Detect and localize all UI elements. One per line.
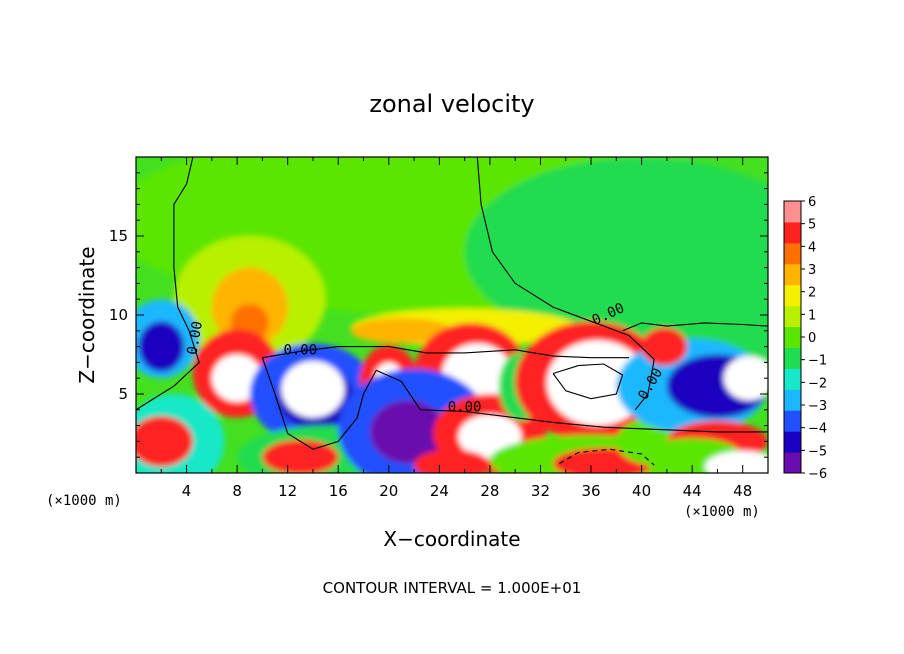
colorbar-tick-label: −3	[808, 399, 827, 414]
colorbar-segment	[784, 410, 801, 432]
y-axis: 5 10 15	[109, 172, 768, 458]
x-tick-label: 12	[278, 482, 297, 500]
colorbar-segment	[784, 201, 801, 223]
colorbar-tick-label: −2	[808, 376, 827, 391]
zero-contour-line	[476, 157, 655, 411]
field-region	[704, 450, 768, 473]
contour-label: 0.00	[448, 399, 482, 415]
x-tick-label: 36	[581, 482, 600, 500]
colorbar-tick-label: −4	[808, 422, 827, 437]
x-tick-label: 16	[329, 482, 348, 500]
colorbar-tick-label: −1	[808, 354, 827, 369]
field-region	[136, 416, 193, 467]
zero-contour-line	[136, 157, 200, 411]
colorbar-segment	[784, 389, 801, 411]
x-unit-label-right: (×1000 m)	[684, 504, 760, 520]
y-tick-label: 5	[118, 385, 128, 403]
x-axis: 4 8 12 16 20 24 28 32 36 40 44 48	[160, 157, 752, 500]
colorbar-segment	[784, 263, 801, 286]
x-tick-label: 44	[683, 482, 702, 500]
colorbar-tick-label: −6	[808, 467, 827, 482]
field-region	[723, 356, 768, 401]
field-region	[641, 327, 688, 366]
field-region	[211, 354, 263, 402]
colorbar-segment	[784, 305, 801, 328]
x-unit-label-left: (×1000 m)	[46, 493, 122, 509]
colorbar-tick-label: 2	[808, 286, 816, 301]
field-region	[350, 318, 452, 344]
y-tick-label: 15	[109, 227, 128, 245]
velocity-field	[136, 157, 768, 473]
colorbar-segment	[784, 347, 801, 369]
colorbar-segment	[784, 431, 801, 453]
zero-contour-line	[559, 448, 655, 466]
colorbar-segment	[784, 284, 801, 307]
x-axis-label: X−coordinate	[383, 527, 520, 551]
colorbar-tick-label: 4	[808, 240, 816, 255]
colorbar-tick-label: 0	[808, 331, 816, 346]
colorbar-tick-label: 5	[808, 218, 816, 233]
contour-label: 0.00	[283, 343, 317, 359]
zero-contour-line	[261, 357, 421, 450]
zero-contour-line	[262, 346, 629, 359]
zero-contour-line	[622, 322, 768, 332]
zero-contour-line	[420, 409, 768, 433]
colorbar-tick-label: 1	[808, 308, 816, 323]
y-tick-label: 10	[109, 306, 128, 324]
field-region	[414, 449, 490, 473]
colorbar-segment	[784, 242, 801, 265]
plot-area: 0.000.00 0.000.000.00	[136, 157, 768, 473]
field-region	[262, 439, 339, 473]
x-tick-label: 40	[632, 482, 651, 500]
contour-label: 0.00	[184, 320, 206, 356]
colorbar-segment	[784, 326, 801, 348]
y-axis-label: Z−coordinate	[75, 246, 99, 383]
colorbar-tick-label: −5	[808, 444, 827, 459]
colorbar-tick-label: 6	[808, 195, 816, 210]
colorbar: 6 5 4 3 2 1 0 −1 −2 −3 −4 −5 −6	[783, 195, 827, 482]
field-region	[138, 321, 185, 372]
x-tick-label: 24	[430, 482, 449, 500]
colorbar-tick-label: 3	[808, 263, 816, 278]
field-region	[281, 360, 345, 418]
x-tick-label: 4	[182, 482, 192, 500]
colorbar-segment	[784, 368, 801, 390]
colorbar-segment	[784, 452, 801, 474]
colorbar-segment	[784, 221, 801, 244]
chart-title: zonal velocity	[369, 90, 534, 118]
x-tick-label: 20	[379, 482, 398, 500]
field-region	[369, 400, 446, 464]
x-tick-label: 28	[480, 482, 499, 500]
x-tick-label: 48	[733, 482, 752, 500]
x-tick-label: 8	[232, 482, 242, 500]
contour-interval-text: CONTOUR INTERVAL = 1.000E+01	[323, 579, 582, 597]
zero-contour-line	[552, 363, 624, 400]
x-tick-label: 32	[531, 482, 550, 500]
